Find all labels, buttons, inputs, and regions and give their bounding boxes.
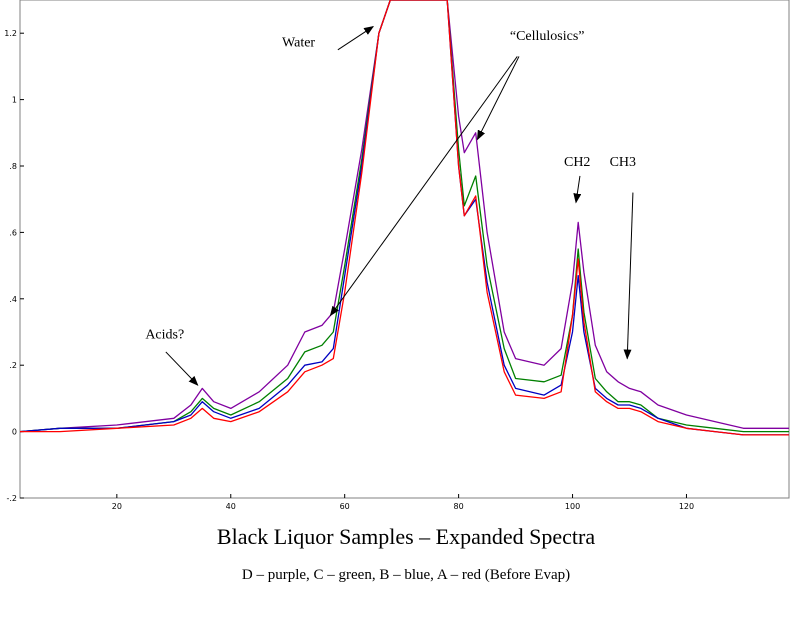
plot-frame [19, 0, 790, 499]
annotation-ch3: CH3 [610, 155, 636, 170]
annotation-ch2: CH2 [564, 155, 590, 170]
annotation-water: Water [282, 35, 315, 50]
chart-title: Black Liquor Samples – Expanded Spectra [216, 524, 596, 549]
annotation-cellulosics: “Cellulosics” [510, 29, 585, 44]
y-tick-label: .4 [9, 295, 17, 304]
y-tick-label: -.2 [6, 494, 17, 503]
y-tick-label: 0 [12, 428, 17, 437]
annotation-arrow-cellulosics [329, 56, 518, 317]
chart-subtitle: D – purple, C – green, B – blue, A – red… [241, 567, 571, 583]
x-tick-label: 40 [226, 502, 236, 511]
annotation-arrow-cellulosics [476, 56, 520, 141]
annotation-layer: Water “Cellulosics” Acids? CH2 CH3 [145, 26, 636, 386]
x-tick-label: 60 [340, 502, 350, 511]
x-tick-label: 20 [112, 502, 122, 511]
y-tick-label: .8 [9, 162, 17, 171]
x-tick-label: 80 [454, 502, 464, 511]
x-tick-label: 120 [679, 502, 694, 511]
x-axis: 20 40 60 80 100 120 [112, 494, 694, 511]
annotation-arrow-acids [165, 351, 199, 386]
y-tick-label: .6 [9, 228, 17, 237]
annotation-acids: Acids? [145, 328, 184, 343]
y-tick-label: 1.2 [4, 29, 17, 38]
y-tick-label: 1 [12, 96, 17, 105]
spectra-chart: 20 40 60 80 100 120 -.2 0 .2 .4 .6 .8 1 1.2 Water “Ce… [4, 0, 790, 511]
annotation-arrow-ch3 [623, 192, 634, 360]
y-tick-label: .2 [9, 361, 17, 370]
annotation-arrow-ch2 [573, 175, 582, 204]
annotation-arrow-water [337, 26, 375, 51]
series-line-a [20, 0, 789, 436]
series-line-c [20, 0, 789, 433]
x-tick-label: 100 [565, 502, 580, 511]
